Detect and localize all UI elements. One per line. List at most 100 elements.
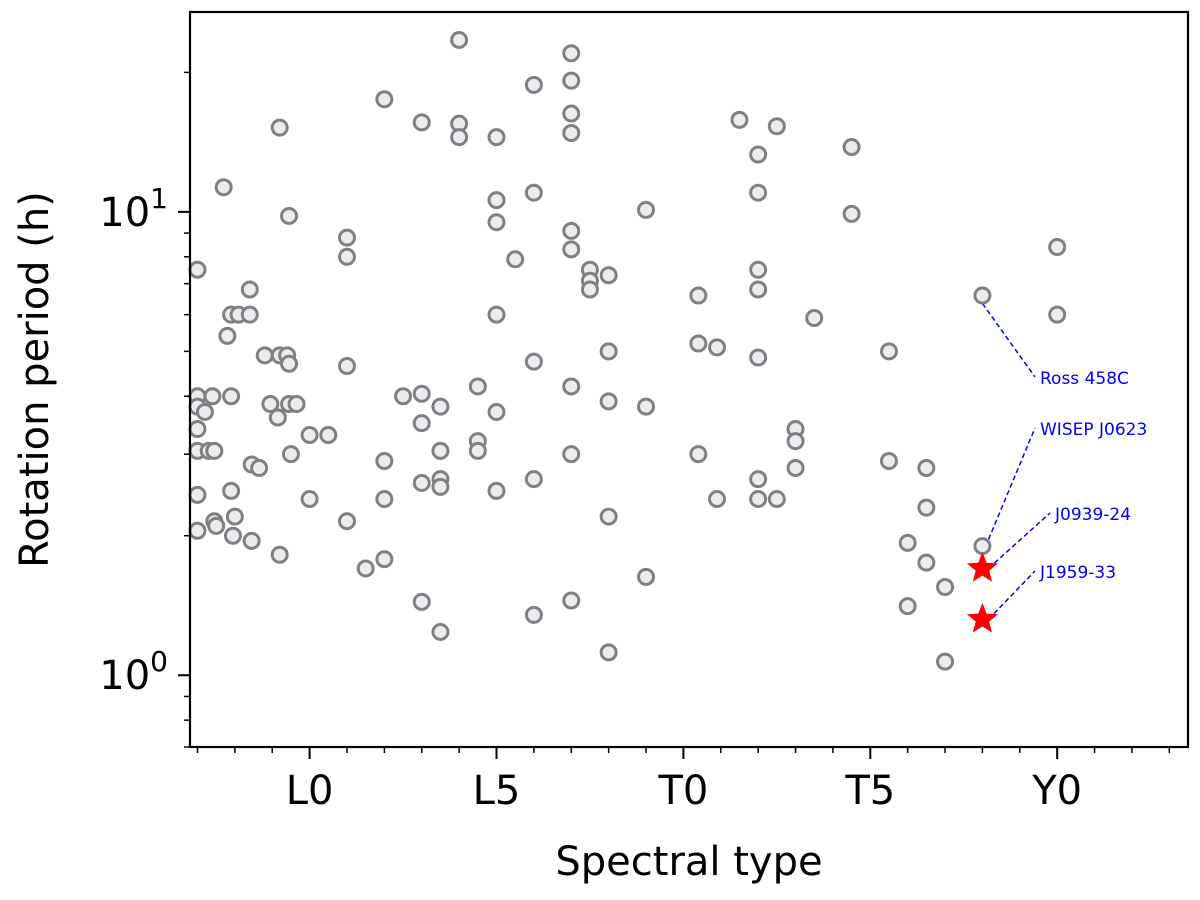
data-point — [281, 445, 300, 464]
data-point — [450, 128, 469, 147]
data-point — [879, 451, 898, 470]
data-point — [973, 537, 992, 556]
data-point — [506, 250, 525, 269]
data-point — [562, 71, 581, 90]
data-point — [270, 118, 289, 137]
data-point — [222, 481, 241, 500]
data-point — [356, 559, 375, 578]
data-point — [599, 392, 618, 411]
data-point — [412, 113, 431, 132]
data-point — [223, 526, 242, 545]
data-point — [749, 348, 768, 367]
data-point — [524, 183, 543, 202]
data-point — [261, 394, 280, 413]
data-point — [319, 425, 338, 444]
data-point — [767, 490, 786, 509]
data-point-star — [966, 602, 998, 633]
data-point — [412, 592, 431, 611]
data-point — [637, 567, 656, 586]
data-point — [562, 240, 581, 259]
data-point — [730, 110, 749, 129]
data-point — [708, 490, 727, 509]
data-point — [268, 408, 287, 427]
data-point-star — [966, 552, 998, 582]
data-point — [468, 441, 487, 460]
data-point — [599, 342, 618, 361]
data-point — [708, 338, 727, 357]
data-point — [562, 44, 581, 63]
data-point — [412, 414, 431, 433]
data-point — [375, 550, 394, 569]
data-point — [412, 384, 431, 403]
data-point — [280, 206, 299, 225]
data-point — [487, 305, 506, 324]
data-points — [188, 30, 1067, 671]
data-point — [689, 334, 708, 353]
data-point — [203, 387, 222, 406]
y-tick-label: 100 — [99, 645, 168, 699]
x-tick-label: Y0 — [1031, 768, 1082, 814]
data-point — [375, 90, 394, 109]
data-point — [450, 30, 469, 49]
data-point — [936, 578, 955, 597]
data-point — [394, 387, 413, 406]
x-tick-label: T0 — [657, 768, 708, 814]
plot-frame — [188, 10, 1190, 749]
data-point — [524, 75, 543, 94]
annotation-label: J1959-33 — [1039, 563, 1116, 583]
data-point — [637, 397, 656, 416]
data-point — [225, 507, 244, 526]
data-point — [599, 643, 618, 662]
data-point — [188, 260, 207, 279]
data-point — [280, 354, 299, 373]
data-point — [749, 183, 768, 202]
data-point — [562, 445, 581, 464]
data-point — [917, 498, 936, 517]
data-point — [431, 397, 450, 416]
data-point — [218, 326, 237, 345]
data-point — [749, 145, 768, 164]
data-point — [487, 402, 506, 421]
data-point — [240, 280, 259, 299]
data-point — [375, 451, 394, 470]
data-point — [749, 260, 768, 279]
data-point — [879, 342, 898, 361]
data-point — [689, 445, 708, 464]
y-tick-label: 101 — [99, 182, 168, 236]
data-point — [337, 356, 356, 375]
data-point — [300, 425, 319, 444]
data-point — [487, 128, 506, 147]
data-point — [337, 247, 356, 266]
data-point — [188, 521, 207, 540]
data-point — [749, 470, 768, 489]
x-axis-title: Spectral type — [555, 839, 822, 885]
x-tick-label: L5 — [473, 768, 521, 814]
data-point — [337, 228, 356, 247]
data-point — [562, 123, 581, 142]
x-tick-label: T5 — [844, 768, 895, 814]
data-point — [255, 346, 274, 365]
data-point — [637, 200, 656, 219]
data-point — [207, 516, 226, 535]
data-point — [805, 309, 824, 328]
data-point — [487, 481, 506, 500]
data-point — [749, 280, 768, 299]
data-point — [250, 459, 269, 478]
data-point — [468, 377, 487, 396]
data-point — [562, 221, 581, 240]
data-point — [431, 441, 450, 460]
data-point — [973, 286, 992, 305]
data-point — [188, 485, 207, 504]
data-point — [524, 352, 543, 371]
annotation-label: J0939-24 — [1054, 505, 1131, 525]
data-point — [580, 280, 599, 299]
annotation-leader-line — [987, 512, 1051, 570]
data-point — [562, 377, 581, 396]
annotation-label: WISEP J0623 — [1040, 420, 1147, 440]
data-point — [898, 533, 917, 552]
annotations-layer: Ross 458C WISEP J0623 J0939-24 J1959-33 — [981, 303, 1147, 620]
data-point — [689, 286, 708, 305]
data-point — [337, 512, 356, 531]
data-point — [375, 490, 394, 509]
